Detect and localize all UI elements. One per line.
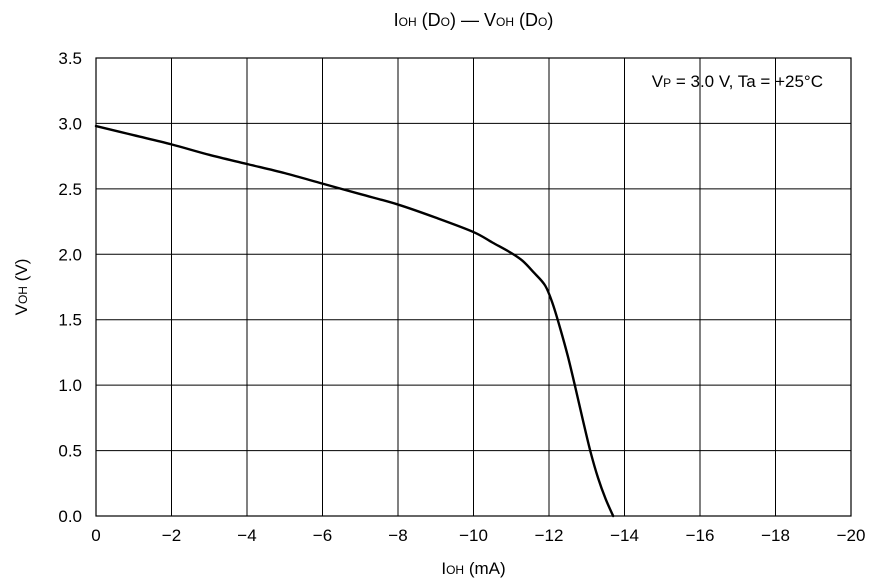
subscript-text: OH [446,563,464,577]
text-segment: ) — V [450,10,496,30]
text-segment: (D [514,10,538,30]
x-tick-label: −4 [237,526,256,545]
text-segment: V [12,303,31,315]
chart-title: IOH (DO) — VOH (DO) [394,10,554,30]
x-tick-label: −14 [610,526,639,545]
text-segment: = 3.0 V, Ta = +25°C [671,72,823,91]
y-tick-label: 0.0 [58,507,82,526]
x-tick-label: −8 [388,526,407,545]
text-segment: ) [547,10,553,30]
subscript-text: O [538,15,547,29]
subscript-text: O [441,15,450,29]
text-segment: (V) [12,259,31,286]
y-tick-label: 2.0 [58,245,82,264]
x-tick-labels: 0 −2 −4 −6 −8 −10 −12 −14 −16 −18 −20 [91,526,865,545]
x-tick-label: −20 [837,526,866,545]
y-axis-label: VOH (V) [12,259,31,316]
subscript-text: OH [16,286,30,304]
y-tick-labels: 0.0 0.5 1.0 1.5 2.0 2.5 3.0 3.5 [58,49,82,526]
text-segment: I [441,559,446,578]
x-tick-label: −2 [162,526,181,545]
x-tick-label: −12 [535,526,564,545]
y-tick-label: 1.0 [58,376,82,395]
x-tick-label: −10 [459,526,488,545]
y-tick-label: 3.0 [58,114,82,133]
subscript-text: P [663,76,671,90]
plot-frame [95,57,852,517]
condition-annotation: VP = 3.0 V, Ta = +25°C [652,72,823,91]
y-tick-label: 1.5 [58,311,82,330]
y-tick-label: 2.5 [58,180,82,199]
series-line [94,124,615,518]
y-tick-label: 3.5 [58,49,82,68]
text-segment: I [394,10,399,30]
x-axis-label: IOH (mA) [441,559,505,578]
text-segment: (D [417,10,441,30]
text-segment: V [652,72,664,91]
x-tick-label: −18 [761,526,790,545]
y-tick-label: 0.5 [58,442,82,461]
x-tick-label: −6 [313,526,332,545]
text-segment: (mA) [464,559,506,578]
subscript-text: OH [496,15,514,29]
x-tick-label: −16 [686,526,715,545]
subscript-text: OH [399,15,417,29]
x-tick-label: 0 [91,526,100,545]
